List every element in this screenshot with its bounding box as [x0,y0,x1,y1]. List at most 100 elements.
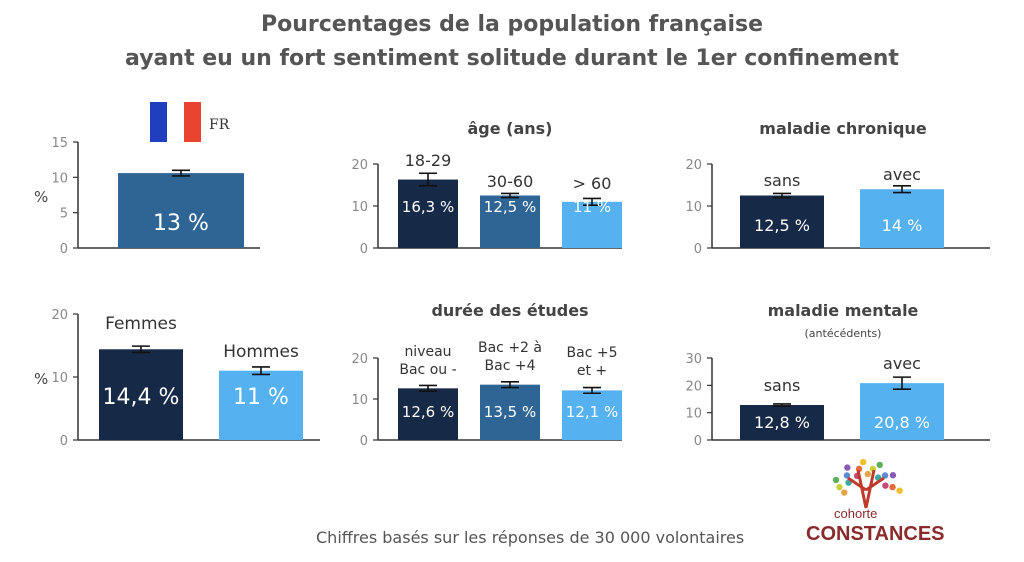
logo-dot [864,470,872,478]
chart-title-line2: ayant eu un fort sentiment solitude dura… [125,46,899,71]
category-label: > 60 [573,174,612,193]
logo-dot [841,489,848,496]
bar [860,189,944,248]
y-tick-label: 0 [694,434,702,449]
logo-dot [896,487,903,494]
chart-mentale: maladie mentale (antécédents) 0 10 20 30 12,8 … [685,301,990,449]
data-label: 20,8 % [874,413,930,432]
chart-title: maladie mentale [768,301,919,320]
bar [740,195,824,248]
category-label: et + [577,363,607,379]
chart-chronique: maladie chronique 0 10 20 12,5 % sans 14 % avec [685,119,990,257]
chart-subtitle: (antécédents) [805,327,882,340]
category-label: Bac +5 [567,345,618,361]
data-label: 11 % [573,198,611,216]
data-label: 11 % [233,385,289,410]
footer-note: Chiffres basés sur les réponses de 30 00… [316,528,745,547]
data-label: 13 % [153,211,209,236]
y-tick-label: 5 [60,207,68,222]
data-label: 16,3 % [402,198,454,216]
y-tick-label: 0 [360,434,368,449]
logo-dot [859,458,867,466]
bar [99,349,183,440]
y-tick-label: 15 [51,136,68,151]
constances-logo-icon [832,458,903,509]
category-label: niveau [404,344,451,360]
bar [562,201,622,248]
bar [398,179,458,248]
y-tick-label: 20 [351,158,368,173]
data-label: 13,5 % [484,403,536,421]
data-label: 14,4 % [103,385,180,410]
logo-cohorte-text: cohorte [834,506,878,521]
logo-dot [832,476,840,484]
y-tick-label: 20 [51,308,68,323]
data-label: 12,1 % [566,403,618,421]
category-label: Bac +2 à [478,340,542,356]
y-tick-label: 20 [685,158,702,173]
category-label: 30-60 [487,172,534,191]
y-tick-label: 20 [351,352,368,367]
category-label: Bac +4 [485,358,536,374]
logo-dot [843,472,851,479]
bar [480,195,540,248]
y-axis-label: % [34,188,48,206]
category-label: sans [764,171,801,190]
y-tick-label: 0 [60,434,68,449]
bar [480,384,540,440]
chart-sexe: % 0 10 20 14,4 % Femmes 11 % Hommes [34,308,320,449]
data-label: 12,8 % [754,413,810,432]
category-label: 18-29 [405,151,452,170]
y-tick-label: 10 [51,371,68,386]
chart-title: âge (ans) [467,119,552,138]
chart-etudes: durée des études 0 10 20 12,6 % niveau Bac ou … [351,301,622,449]
logo-constances-text: CONSTANCES [806,523,945,545]
y-tick-label: 0 [694,242,702,257]
y-tick-label: 10 [351,393,368,408]
y-tick-label: 0 [60,242,68,257]
y-tick-label: 30 [685,352,702,367]
bar [118,173,244,248]
chart-title: durée des études [431,301,588,320]
flag-label: FR [209,117,230,133]
flag-stripe-blue [150,102,167,142]
chart-fr: % 0 5 10 15 13 % FR [34,102,260,257]
bar [562,390,622,440]
category-label: Bac ou - [399,362,456,378]
category-label: Hommes [223,342,299,362]
bar [398,388,458,440]
flag-stripe-white [167,102,184,142]
logo-dot [876,461,883,469]
chart-title-line1: Pourcentages de la population française [260,12,764,37]
bar [219,370,303,440]
y-tick-label: 10 [351,200,368,215]
data-label: 14 % [882,216,923,235]
y-tick-label: 20 [685,379,702,394]
data-label: 12,5 % [484,198,536,216]
y-tick-label: 10 [685,200,702,215]
y-tick-label: 0 [360,242,368,257]
y-tick-label: 10 [51,171,68,186]
logo-figure [847,469,885,509]
data-label: 12,6 % [402,403,454,421]
bar [740,405,824,440]
logo-dot [889,472,897,479]
category-label: avec [883,165,921,184]
logo-dot [889,483,896,491]
category-label: avec [883,354,921,373]
data-label: 12,5 % [754,216,810,235]
france-flag-icon [150,102,201,142]
category-label: Femmes [105,314,177,334]
bar [860,383,944,440]
logo-dot [836,483,843,491]
logo-dot [881,472,889,479]
logo-dot [882,482,889,489]
logo-dot [844,464,851,471]
flag-stripe-red [184,102,201,142]
y-axis-label: % [34,370,48,388]
y-tick-label: 10 [685,407,702,422]
category-label: sans [764,376,801,395]
chart-age: âge (ans) 0 10 20 16,3 % 18-29 12,5 % 30-60 11 %… [351,119,622,257]
chart-title: maladie chronique [759,119,927,138]
